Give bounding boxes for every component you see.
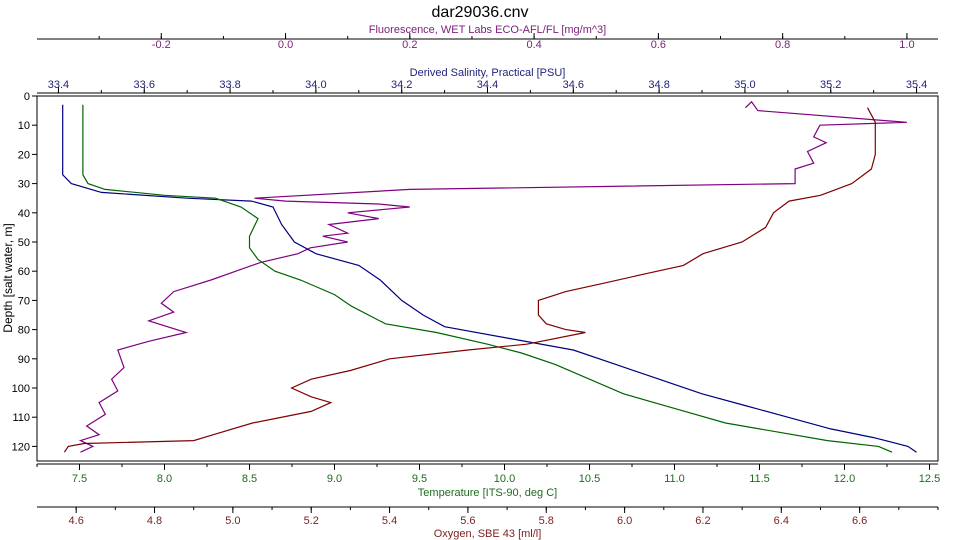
y-tick-label: 40 [18, 208, 30, 220]
x-tick-label: 0.2 [402, 39, 417, 51]
plot-area-frame [36, 95, 939, 462]
x-axis-title: Temperature [ITS-90, deg C] [418, 487, 557, 499]
x-tick-label: 0.4 [526, 39, 541, 51]
x-tick-label: 0.8 [775, 39, 790, 51]
x-tick-label: 35.2 [820, 79, 841, 91]
y-tick-label: 0 [24, 91, 30, 103]
x-tick-label: 8.0 [157, 473, 172, 485]
x-tick-label: 0.0 [278, 39, 293, 51]
x-tick-label: 11.5 [749, 473, 770, 485]
x-tick-label: 33.8 [219, 79, 240, 91]
x-axis-title: Derived Salinity, Practical [PSU] [410, 67, 566, 79]
x-tick-label: 9.0 [327, 473, 342, 485]
y-tick-label: 10 [18, 120, 30, 132]
y-tick-label: 110 [12, 412, 30, 424]
x-tick-label: 10.0 [494, 473, 515, 485]
x-tick-label: 5.2 [304, 515, 319, 527]
x-tick-label: 12.5 [919, 473, 940, 485]
x-tick-label: 35.0 [734, 79, 755, 91]
series-line-temp [82, 104, 893, 453]
x-tick-label: 34.8 [648, 79, 669, 91]
x-tick-label: 9.5 [412, 473, 427, 485]
x-axis-title: Oxygen, SBE 43 [ml/l] [434, 528, 542, 540]
x-tick-label: 35.4 [906, 79, 927, 91]
x-axis-title: Fluorescence, WET Labs ECO-AFL/FL [mg/m^… [369, 24, 606, 36]
x-tick-label: 12.0 [834, 473, 855, 485]
x-tick-label: 6.0 [617, 515, 632, 527]
x-tick-label: 5.0 [225, 515, 240, 527]
chart-title: dar29036.cnv [432, 4, 529, 21]
x-tick-label: 6.2 [695, 515, 710, 527]
x-tick-label: 34.6 [563, 79, 584, 91]
x-tick-label: 34.2 [391, 79, 412, 91]
x-tick-label: 34.4 [477, 79, 498, 91]
x-axis-temp: 7.5 8.0 8.5 9.0 9.5 10.0 10.5 11.0 11.5 12.0 12.5 T… [36, 463, 940, 499]
x-tick-label: 5.8 [539, 515, 554, 527]
x-tick-label: 5.4 [382, 515, 397, 527]
x-tick-label: 8.5 [242, 473, 257, 485]
series-line-fluor [78, 100, 907, 453]
x-tick-label: 7.5 [72, 473, 87, 485]
x-tick-label: 10.5 [579, 473, 600, 485]
x-tick-label: 11.0 [664, 473, 685, 485]
x-tick-label: 6.4 [774, 515, 789, 527]
y-tick-label: 90 [18, 354, 30, 366]
y-tick-label: 20 [18, 149, 30, 161]
x-tick-label: 5.6 [460, 515, 475, 527]
y-tick-label: 30 [18, 179, 30, 191]
y-tick-label: 50 [18, 237, 30, 249]
x-tick-label: 34.0 [305, 79, 326, 91]
x-axis-oxy: 4.6 4.8 5.0 5.2 5.4 5.6 5.8 6.0 6.2 6.4 6.6 Oxygen,… [37, 506, 939, 540]
x-tick-label: -0.2 [152, 39, 171, 51]
axes-layer: 0 10 20 30 40 50 60 70 80 90 100 110 120 -0.2 0.0 0.2 0.… [12, 24, 941, 540]
x-axis-sal: 33.4 33.6 33.8 34.0 34.2 34.4 34.6 34.8 35.0 35.2… [37, 67, 938, 94]
x-tick-label: 1.0 [899, 39, 914, 51]
x-tick-label: 33.6 [134, 79, 155, 91]
x-tick-label: 4.8 [147, 515, 162, 527]
y-tick-label: 80 [18, 325, 30, 337]
x-tick-label: 4.6 [69, 515, 84, 527]
y-tick-label: 100 [12, 383, 30, 395]
y-tick-label: 70 [18, 295, 30, 307]
series-line-sal [62, 104, 917, 453]
y-axis-label: Depth [salt water, m] [1, 223, 15, 332]
series-line-oxy [63, 107, 876, 453]
x-tick-label: 33.4 [48, 79, 69, 91]
y-tick-label: 60 [18, 266, 30, 278]
y-tick-label: 120 [12, 441, 30, 453]
x-axis-fluor: -0.2 0.0 0.2 0.4 0.6 0.8 1.0 Fluorescence, WET … [37, 24, 938, 51]
x-tick-label: 6.6 [852, 515, 867, 527]
x-tick-label: 0.6 [651, 39, 666, 51]
series-layer [62, 100, 917, 453]
